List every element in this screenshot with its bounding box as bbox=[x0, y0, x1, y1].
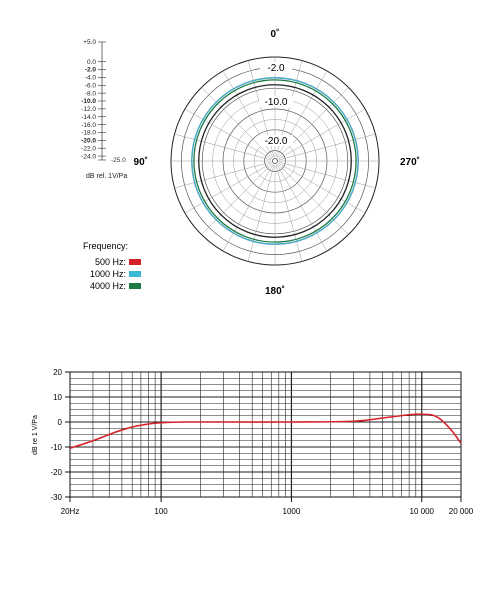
db-scale-tick-label: -22.0 bbox=[81, 145, 96, 152]
ring-label-minus-10: -10.0 bbox=[265, 97, 288, 108]
polar-spoke bbox=[278, 161, 376, 189]
polar-spoke bbox=[201, 163, 273, 235]
polar-center bbox=[272, 158, 278, 164]
db-scale-tick-label: -16.0 bbox=[81, 122, 96, 129]
legend-swatch-4000 bbox=[129, 283, 141, 289]
polar-spoke bbox=[277, 163, 349, 235]
angle-label-90: 90˚ bbox=[134, 156, 148, 168]
polar-series bbox=[191, 77, 359, 245]
polar-spoke bbox=[278, 108, 366, 160]
polar-series-1 bbox=[191, 77, 359, 245]
polar-series-inner bbox=[198, 84, 352, 238]
legend: Frequency: 500 Hz: 1000 Hz: 4000 Hz: bbox=[83, 241, 141, 291]
db-scale-ticks: +5.00.0-2.0-4.0-6.0-8.0-10.0-12.0-14.0-1… bbox=[81, 39, 106, 161]
legend-label-500: 500 Hz: bbox=[95, 257, 126, 267]
db-scale-tick-label: -20.0 bbox=[81, 138, 96, 145]
angle-label-0: 0˚ bbox=[271, 28, 280, 40]
fr-x-tick-label: 20 000 bbox=[449, 507, 474, 516]
legend-swatch-500 bbox=[129, 259, 141, 265]
polar-spoke bbox=[174, 133, 272, 161]
fr-y-axis-label: dB re 1 V/Pa bbox=[32, 415, 39, 455]
fr-y-tick-label: -10 bbox=[50, 443, 62, 452]
polar-grid bbox=[170, 56, 380, 266]
legend-label-1000: 1000 Hz: bbox=[90, 269, 126, 279]
fr-plot-frame bbox=[69, 371, 462, 498]
polar-spoke bbox=[278, 133, 376, 161]
db-scale-tick-label: 0.0 bbox=[87, 59, 96, 66]
fr-y-ticks: 20 10 0 -10 -20 -30 bbox=[50, 368, 70, 502]
fr-x-tick-label: 1000 bbox=[283, 507, 301, 516]
polar-spoke bbox=[222, 164, 274, 252]
polar-spoke bbox=[275, 164, 303, 262]
db-scale-tick-label: -18.0 bbox=[81, 130, 96, 137]
db-scale-tick-label: -4.0 bbox=[85, 75, 97, 82]
db-scale-tick-label: -10.0 bbox=[81, 98, 96, 105]
fr-y-tick-label: 20 bbox=[53, 368, 62, 377]
polar-series-2 bbox=[193, 79, 357, 243]
fr-y-tick-label: -20 bbox=[50, 468, 62, 477]
fr-x-tick-label: 20Hz bbox=[61, 507, 80, 516]
fr-y-tick-label: -30 bbox=[50, 493, 62, 502]
polar-spoke bbox=[201, 87, 273, 159]
fr-x-ticks: 20Hz 100 1000 10 000 20 000 bbox=[61, 497, 474, 516]
polar-spoke bbox=[277, 87, 349, 159]
fr-y-tick-label: 10 bbox=[53, 393, 62, 402]
frequency-response-line bbox=[69, 413, 462, 450]
fr-grid bbox=[70, 371, 461, 498]
polar-spoke bbox=[184, 162, 272, 214]
db-scale: +5.00.0-2.0-4.0-6.0-8.0-10.0-12.0-14.0-1… bbox=[81, 39, 127, 180]
fr-y-tick-label: 0 bbox=[58, 418, 63, 427]
polar-spoke bbox=[247, 164, 275, 262]
db-scale-tick-label: -2.0 bbox=[85, 67, 97, 74]
legend-title: Frequency: bbox=[83, 241, 128, 251]
ring-label-minus-2: -2.0 bbox=[267, 63, 285, 74]
polar-spoke bbox=[174, 161, 272, 189]
polar-spoke bbox=[278, 162, 366, 214]
db-scale-tick-label: -6.0 bbox=[85, 82, 97, 89]
polar-chart: 0˚ 90˚ 180˚ 270˚ -2.0 -10.0 -20.0 bbox=[134, 28, 420, 297]
polar-spoke bbox=[276, 164, 328, 252]
legend-swatch-1000 bbox=[129, 271, 141, 277]
angle-label-180: 180˚ bbox=[265, 285, 285, 297]
angle-label-270: 270˚ bbox=[400, 156, 420, 168]
polar-spoke bbox=[184, 108, 272, 160]
db-scale-tick-label: -24.0 bbox=[81, 153, 96, 160]
db-scale-tick-label: -12.0 bbox=[81, 106, 96, 113]
db-scale-tick-label: -14.0 bbox=[81, 114, 96, 121]
fr-x-tick-label: 100 bbox=[154, 507, 168, 516]
db-scale-unit: dB rel. 1V/Pa bbox=[86, 173, 127, 180]
fr-x-tick-label: 10 000 bbox=[410, 507, 435, 516]
db-scale-tick-label: +5.0 bbox=[83, 39, 96, 46]
ring-label-minus-20: -20.0 bbox=[265, 136, 288, 147]
db-scale-tick-label: -8.0 bbox=[85, 90, 97, 97]
legend-label-4000: 4000 Hz: bbox=[90, 281, 126, 291]
db-scale-end-label: -25.0 bbox=[111, 157, 126, 164]
